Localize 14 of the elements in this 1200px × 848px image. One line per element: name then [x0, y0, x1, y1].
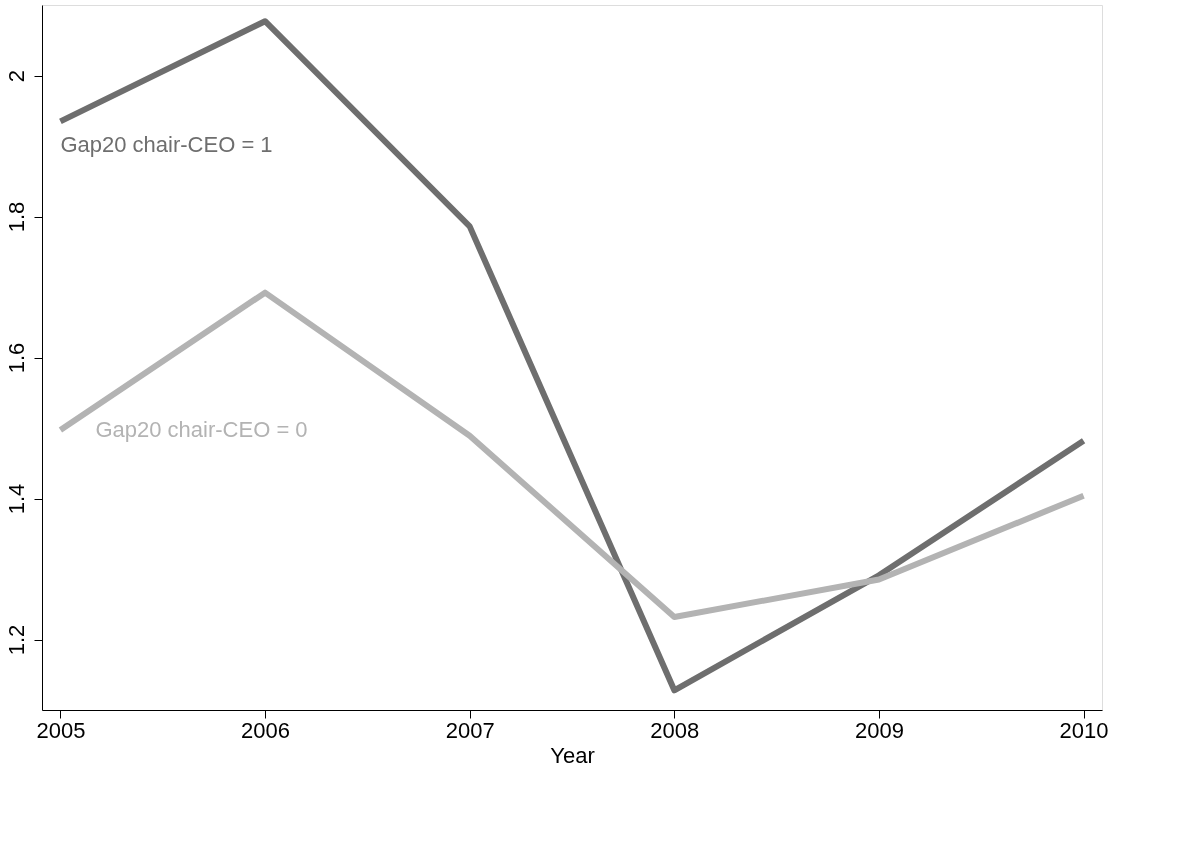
y-tick-label: 1.4: [3, 483, 29, 515]
y-tick-label: 2: [3, 69, 29, 83]
x-tick-label: 2006: [241, 717, 291, 743]
y-tick-label: 1.6: [3, 342, 29, 374]
x-tick-label: 2009: [854, 717, 904, 743]
y-tick-label: 1.8: [3, 201, 29, 233]
series-label: Gap20 chair-CEO = 0: [95, 417, 308, 443]
x-tick-label: 2007: [445, 717, 495, 743]
x-tick-label: 2008: [650, 717, 700, 743]
x-axis-title: Year: [550, 742, 595, 768]
x-tick-label: 2005: [36, 717, 86, 743]
series-label: Gap20 chair-CEO = 1: [60, 132, 273, 158]
x-tick-label: 2010: [1059, 717, 1109, 743]
y-tick-label: 1.2: [3, 624, 29, 656]
